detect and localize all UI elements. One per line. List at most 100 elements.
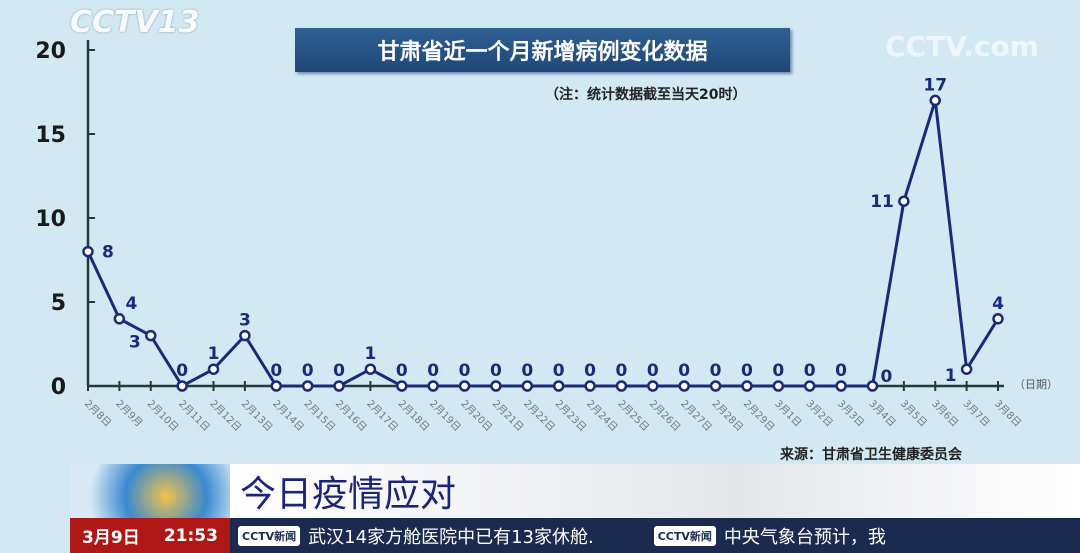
data-point (458, 380, 471, 392)
data-point (584, 380, 596, 392)
data-label: 0 (302, 361, 314, 381)
x-tick-label: 2月10日 (145, 398, 181, 434)
x-tick-label: 2月14日 (270, 398, 306, 434)
data-point (615, 380, 628, 392)
data-point (647, 380, 659, 392)
y-tick-label: 5 (51, 291, 66, 316)
chart-title: 甘肃省近一个月新增病例变化数据 (295, 28, 790, 72)
data-label: 0 (710, 361, 722, 381)
x-tick-label: 3月2日 (804, 398, 836, 430)
data-label: 0 (521, 361, 533, 381)
data-label: 0 (396, 361, 408, 381)
y-tick-label: 0 (51, 375, 66, 400)
lower-third: 今日疫情应对 3月9日 21:53 CCTV新闻 武汉14家方舱医院中已有13家… (70, 464, 1080, 553)
data-label: 0 (647, 361, 659, 381)
x-tick-label: 2月13日 (239, 398, 275, 434)
chart-source: 来源：甘肃省卫生健康委员会 (780, 447, 962, 463)
x-tick-label: 3月1日 (772, 398, 804, 430)
data-point (552, 380, 565, 392)
data-label: 1 (208, 344, 220, 364)
y-tick-label: 15 (35, 123, 66, 148)
data-point (866, 380, 879, 392)
news-ticker: CCTV新闻 武汉14家方舱医院中已有13家休舱. CCTV新闻 中央气象台预计… (230, 518, 1080, 553)
ticker-item: 武汉14家方舱医院中已有13家休舱. (308, 526, 594, 548)
data-point (333, 380, 345, 392)
data-point (929, 94, 941, 107)
data-label: 0 (678, 361, 690, 381)
ticker-logo: CCTV新闻 (653, 525, 716, 546)
data-label: 0 (741, 361, 753, 381)
y-tick-label: 20 (35, 39, 66, 64)
data-label: 11 (870, 192, 894, 212)
x-tick-label: 3月8日 (992, 398, 1024, 430)
data-point (960, 363, 973, 375)
x-tick-label: 2月18日 (396, 398, 432, 434)
x-tick-label: 2月9月 (113, 398, 145, 430)
data-label: 0 (333, 361, 345, 381)
data-point (678, 380, 690, 392)
x-tick-label: 2月28日 (709, 398, 745, 434)
x-tick-label: 2月23日 (553, 398, 589, 434)
y-tick-label: 10 (35, 207, 66, 232)
data-line (86, 99, 1000, 388)
data-point (521, 380, 534, 392)
x-axis-label: （日期） (1014, 378, 1058, 391)
data-point (207, 363, 220, 375)
data-point (772, 380, 785, 392)
data-point (301, 380, 314, 392)
data-point (835, 380, 847, 392)
data-label: 0 (584, 361, 596, 381)
data-label: 3 (239, 311, 251, 331)
x-tick-label: 2月27日 (678, 398, 714, 434)
data-label: 0 (176, 361, 188, 381)
data-point (741, 380, 753, 392)
data-point (82, 245, 94, 258)
data-point (898, 195, 910, 207)
x-tick-label: 2月24日 (584, 398, 620, 434)
x-tick-label: 2月17日 (364, 398, 400, 434)
cctv-watermark: CCTV.com (885, 30, 1039, 63)
data-point (364, 363, 377, 375)
data-label: 0 (270, 361, 282, 381)
x-tick-label: 3月6日 (929, 398, 961, 430)
data-point (803, 380, 816, 392)
data-point (239, 329, 251, 342)
x-tick-label: 2月29日 (741, 398, 777, 434)
x-tick-label: 2月20日 (458, 398, 494, 434)
data-point (113, 313, 126, 325)
x-tick-label: 3月3日 (835, 398, 867, 430)
x-tick-label: 2月11日 (176, 398, 212, 434)
data-label: 0 (881, 367, 893, 387)
data-label: 0 (459, 361, 471, 381)
data-label: 4 (992, 294, 1004, 314)
date: 3月9日 (82, 528, 140, 548)
x-tick-label: 3月4日 (866, 398, 898, 430)
data-label: 4 (125, 294, 137, 314)
data-point (145, 329, 157, 342)
x-tick-label: 2月22日 (521, 398, 557, 434)
cctv13-logo: CCTV13 (70, 5, 200, 40)
x-tick-label: 2月15日 (302, 398, 338, 434)
chart-note: （注：统计数据截至当天20时） (545, 87, 747, 103)
data-label: 3 (129, 333, 141, 353)
x-tick-label: 2月26日 (647, 398, 683, 434)
data-label: 0 (804, 361, 816, 381)
headline: 今日疫情应对 (230, 464, 1080, 518)
data-point (270, 380, 283, 392)
data-label: 1 (364, 344, 376, 364)
data-point (709, 380, 722, 392)
data-point (396, 380, 408, 392)
date-time: 3月9日 21:53 (70, 518, 230, 553)
data-label: 0 (490, 361, 502, 381)
x-tick-label: 3月5日 (898, 398, 930, 430)
x-tick-label: 2月8日 (82, 398, 114, 430)
data-label: 0 (772, 361, 784, 381)
ticker-item: 中央气象台预计，我 (723, 526, 886, 548)
x-tick-label: 2月21日 (490, 398, 526, 434)
globe-graphic (70, 464, 230, 518)
x-tick-label: 2月12日 (207, 398, 243, 434)
x-tick-label: 3月7日 (960, 398, 992, 430)
x-tick-label: 2月16日 (333, 398, 369, 434)
data-label: 1 (945, 366, 957, 386)
